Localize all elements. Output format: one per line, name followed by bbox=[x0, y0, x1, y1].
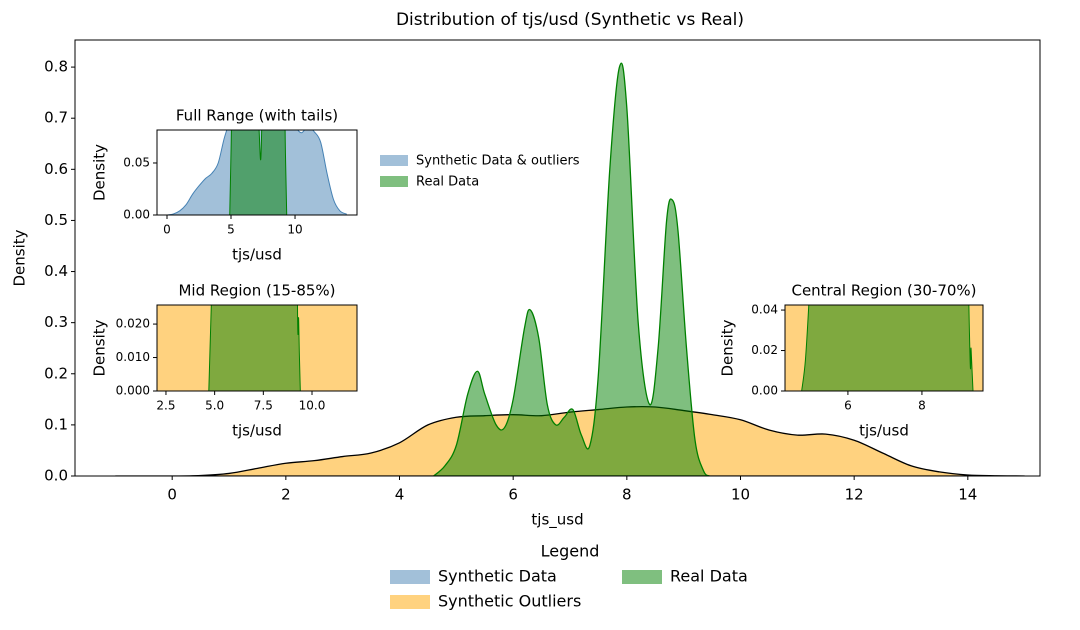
x-tick-label: 14 bbox=[958, 486, 977, 504]
x-tick-label: 10.0 bbox=[299, 399, 326, 413]
y-tick-label: 0.4 bbox=[44, 262, 68, 280]
x-tick-label: 5 bbox=[227, 223, 235, 237]
x-tick-label: 6 bbox=[844, 399, 852, 413]
axes-frame bbox=[74, 39, 1041, 477]
y-tick-label: 0.1 bbox=[44, 415, 68, 433]
x-tick-label: 2.5 bbox=[156, 399, 175, 413]
y-tick-label: 0.3 bbox=[44, 313, 68, 331]
legend-label: Synthetic Outliers bbox=[438, 592, 581, 611]
y-axis-label: Density bbox=[11, 229, 29, 286]
density-area bbox=[432, 62, 711, 476]
x-axis-label: tjs/usd bbox=[232, 246, 282, 264]
y-tick-label: 0.00 bbox=[123, 208, 150, 222]
plot-layer bbox=[785, 305, 983, 391]
y-tick-label: 0.2 bbox=[44, 364, 68, 382]
y-tick-label: 0.020 bbox=[116, 317, 150, 331]
x-tick-label: 12 bbox=[845, 486, 864, 504]
y-tick-label: 0.6 bbox=[44, 160, 68, 178]
axes-frame bbox=[784, 304, 984, 392]
x-axis-label: tjs_usd bbox=[531, 511, 583, 530]
plot-area bbox=[75, 40, 1040, 476]
plot-layer bbox=[157, 305, 357, 391]
x-tick-label: 0 bbox=[163, 223, 171, 237]
x-tick-label: 5.0 bbox=[205, 399, 224, 413]
y-tick-label: 0.8 bbox=[44, 58, 68, 76]
x-tick-label: 10 bbox=[287, 223, 302, 237]
y-tick-label: 0.00 bbox=[751, 384, 778, 398]
density-area bbox=[208, 305, 301, 391]
x-tick-label: 10 bbox=[731, 486, 750, 504]
legend-label: Real Data bbox=[416, 175, 479, 190]
y-tick-label: 0.04 bbox=[751, 303, 778, 317]
y-tick-label: 0.05 bbox=[123, 155, 150, 169]
y-tick-label: 0.010 bbox=[116, 350, 150, 364]
y-tick-label: 0.5 bbox=[44, 211, 68, 229]
axes-frame bbox=[156, 129, 358, 216]
x-tick-label: 6 bbox=[508, 486, 518, 504]
legend-swatch bbox=[390, 570, 430, 584]
inset-title: Full Range (with tails) bbox=[176, 107, 338, 125]
inset-title: Central Region (30-70%) bbox=[791, 282, 976, 300]
density-area bbox=[801, 305, 974, 391]
plot-layer bbox=[166, 130, 347, 215]
x-tick-label: 8 bbox=[918, 399, 926, 413]
x-tick-label: 4 bbox=[395, 486, 405, 504]
x-tick-label: 8 bbox=[622, 486, 632, 504]
y-tick-label: 0.02 bbox=[751, 343, 778, 357]
y-tick-label: 0.000 bbox=[116, 384, 150, 398]
y-axis-label: Density bbox=[91, 319, 109, 376]
axes-frame bbox=[156, 304, 358, 392]
x-tick-label: 2 bbox=[281, 486, 291, 504]
y-tick-label: 0.7 bbox=[44, 109, 68, 127]
legend-swatch bbox=[380, 176, 408, 187]
legend-label: Synthetic Data & outliers bbox=[416, 154, 580, 169]
legend-label: Real Data bbox=[670, 567, 748, 586]
x-tick-label: 0 bbox=[167, 486, 177, 504]
x-axis-label: tjs/usd bbox=[232, 422, 282, 440]
legend-swatch bbox=[380, 155, 408, 166]
y-axis-label: Density bbox=[91, 144, 109, 201]
y-axis-label: Density bbox=[719, 319, 737, 376]
chart-title: Distribution of tjs/usd (Synthetic vs Re… bbox=[396, 10, 744, 30]
x-tick-label: 7.5 bbox=[254, 399, 273, 413]
legend-title: Legend bbox=[541, 542, 600, 561]
x-axis-label: tjs/usd bbox=[859, 422, 909, 440]
legend-label: Synthetic Data bbox=[438, 567, 557, 586]
legend-swatch bbox=[622, 570, 662, 584]
legend-swatch bbox=[390, 595, 430, 609]
y-tick-label: 0.0 bbox=[44, 467, 68, 485]
inset-title: Mid Region (15-85%) bbox=[178, 282, 335, 300]
plot-layer bbox=[115, 62, 1025, 476]
density-area bbox=[229, 130, 288, 215]
